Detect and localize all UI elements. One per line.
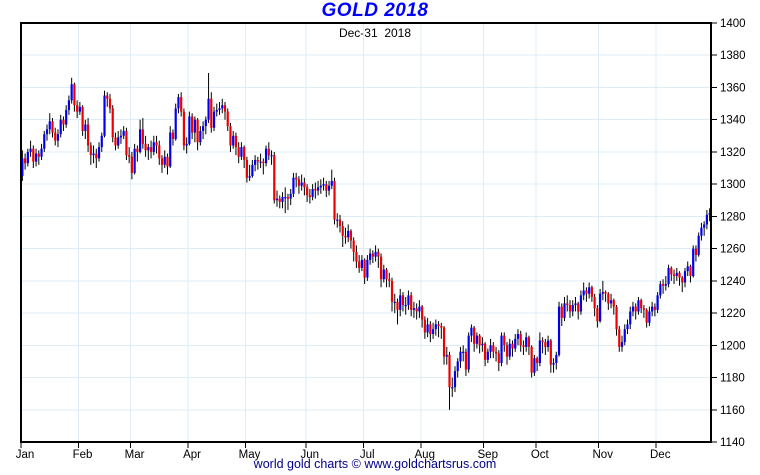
y-tick-label: 1200: [720, 340, 746, 352]
axis-labels-layer: 1140 1160 1180 1200 1220 1240 1260 1280 1300 1320…: [16, 18, 746, 461]
x-tick-label: Oct: [531, 449, 550, 461]
y-tick-label: 1400: [720, 18, 746, 30]
y-tick-label: 1140: [720, 437, 745, 449]
x-tick-label: Aug: [415, 449, 435, 461]
y-tick-label: 1280: [720, 211, 746, 223]
candle-bodies-layer: [21, 84, 711, 389]
chart-date-subtitle: Dec-31 2018: [338, 26, 412, 40]
x-tick-label: Nov: [593, 449, 614, 461]
x-tick-label: Jun: [300, 449, 319, 461]
y-tick-label: 1180: [720, 373, 745, 385]
x-tick-label: Jul: [360, 449, 375, 461]
grid-layer: [21, 23, 711, 442]
y-tick-label: 1340: [720, 115, 746, 127]
axes-layer: [20, 22, 717, 448]
x-tick-label: Mar: [125, 449, 145, 461]
x-tick-label: Dec: [650, 449, 671, 461]
x-tick-label: Jan: [16, 449, 35, 461]
x-tick-label: Sep: [478, 449, 498, 461]
y-tick-label: 1160: [720, 405, 745, 417]
y-tick-label: 1240: [720, 276, 746, 288]
y-tick-label: 1260: [720, 244, 746, 256]
x-tick-label: Apr: [183, 449, 201, 461]
source-caption: world gold charts © www.goldchartsrus.co…: [253, 457, 497, 471]
page-title: GOLD 2018: [321, 0, 429, 21]
candle-wicks-layer: [21, 72, 711, 410]
y-tick-label: 1380: [720, 50, 746, 62]
y-tick-label: 1220: [720, 308, 746, 320]
y-tick-label: 1300: [720, 179, 746, 191]
x-tick-label: Feb: [73, 449, 93, 461]
y-tick-label: 1360: [720, 82, 746, 94]
y-tick-label: 1320: [720, 147, 746, 159]
x-tick-label: May: [239, 449, 261, 461]
